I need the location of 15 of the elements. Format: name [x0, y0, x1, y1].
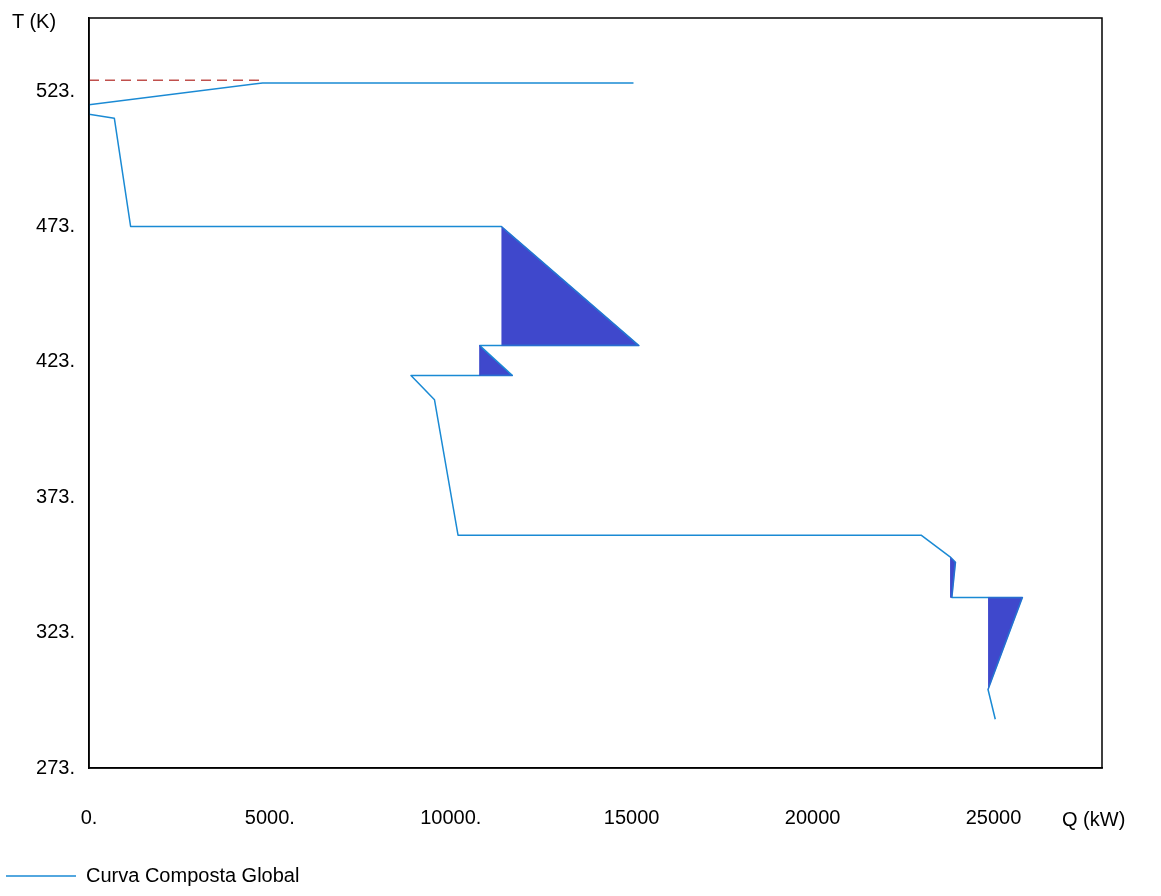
- x-tick-label: 20000: [784, 805, 841, 828]
- y-tick-label: 423.: [36, 349, 75, 372]
- y-tick-label: 373.: [36, 484, 75, 507]
- y-tick-label: 273.: [36, 755, 75, 778]
- y-tick-label: 473.: [36, 214, 75, 236]
- x-tick-label: 15000: [603, 805, 660, 828]
- x-tick-label: 10000.: [420, 805, 482, 828]
- x-axis-title: Q (kW): [1062, 807, 1126, 830]
- y-tick-label: 323.: [36, 620, 75, 643]
- y-tick-label: 523.: [36, 78, 75, 101]
- x-tick-label: 25000: [965, 805, 1022, 828]
- y-axis-title: T (K): [12, 9, 57, 32]
- legend-label: Curva Composta Global: [86, 863, 300, 886]
- x-tick-label: 0.: [80, 805, 98, 828]
- x-tick-label: 5000.: [244, 805, 295, 828]
